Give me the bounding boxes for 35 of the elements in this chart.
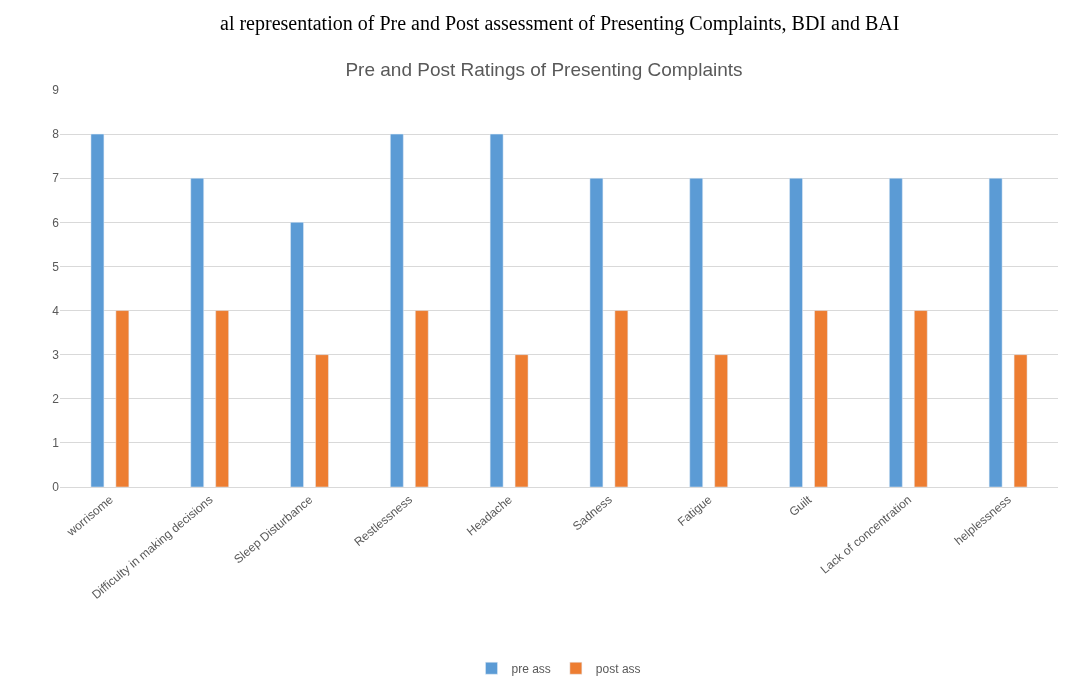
text: al representation of Pre and Post assessment of Presenting Complaints, BDI and BAI [220, 12, 900, 35]
bar [90, 133, 105, 487]
bar [315, 354, 329, 487]
y-tick-label: 4 [52, 303, 60, 318]
bar [814, 310, 828, 487]
bar [714, 354, 728, 487]
y-tick-label: 0 [52, 480, 60, 495]
bar [589, 177, 604, 487]
bar [614, 310, 629, 487]
x-tick-label: Guilt [786, 492, 815, 520]
y-tick-label: 9 [52, 83, 60, 98]
y-tick-label: 2 [52, 391, 60, 406]
bar [215, 310, 229, 487]
bar [514, 354, 529, 487]
bar [390, 133, 404, 487]
bar [914, 310, 928, 487]
bar [489, 133, 504, 487]
y-tick-label: 6 [52, 215, 60, 230]
bar [988, 177, 1003, 487]
y-tick-label: 5 [52, 259, 60, 274]
bar [415, 310, 429, 487]
bar [290, 222, 304, 487]
legend-label: pre ass [511, 661, 551, 676]
bar [889, 177, 903, 487]
chart-title: Pre and Post Ratings of Presenting Complaints [345, 58, 743, 80]
y-tick-label: 7 [52, 171, 60, 186]
legend-label: post ass [595, 661, 641, 676]
y-tick-label: 3 [52, 347, 60, 362]
bar [1013, 354, 1028, 487]
bar [190, 177, 204, 487]
bar [115, 310, 130, 487]
y-tick-label: 1 [52, 436, 60, 451]
y-tick-label: 8 [52, 127, 60, 142]
bar [789, 177, 803, 487]
bar [689, 177, 703, 487]
